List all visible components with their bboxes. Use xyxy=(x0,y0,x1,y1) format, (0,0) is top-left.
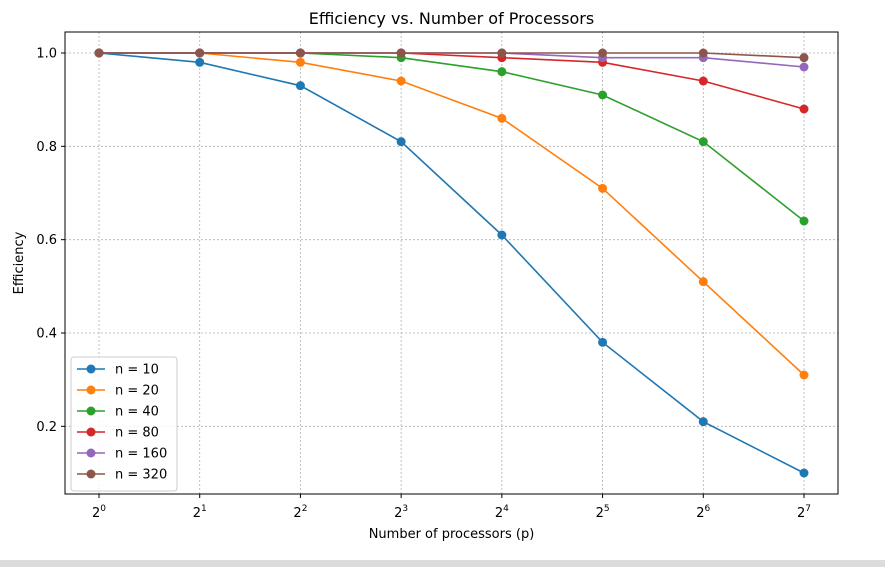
x-tick-base: 2 xyxy=(193,506,201,521)
y-tick-label: 0.2 xyxy=(36,420,57,435)
x-tick-exponent: 2 xyxy=(302,504,308,514)
series-line xyxy=(98,52,805,474)
y-tick-label: 0.8 xyxy=(36,140,57,155)
data-point xyxy=(698,417,708,427)
legend-label: n = 40 xyxy=(115,405,159,420)
data-point xyxy=(698,277,708,287)
x-tick-exponent: 0 xyxy=(100,504,106,514)
data-point xyxy=(598,48,608,58)
x-tick-exponent: 1 xyxy=(201,504,207,514)
x-tick-label: 21 xyxy=(193,504,207,521)
legend-swatch-marker xyxy=(86,364,96,374)
x-tick-base: 2 xyxy=(797,506,805,521)
data-point xyxy=(396,76,406,86)
x-tick-exponent: 6 xyxy=(705,504,711,514)
x-tick-exponent: 3 xyxy=(402,504,408,514)
legend-item: n = 10 xyxy=(77,363,159,378)
legend-label: n = 10 xyxy=(115,363,159,378)
series-line xyxy=(99,52,805,376)
series-6 xyxy=(94,48,809,63)
data-point xyxy=(195,48,205,58)
y-tick-label: 0.6 xyxy=(36,233,57,248)
data-point xyxy=(799,468,809,478)
data-point xyxy=(799,370,809,380)
legend-item: n = 40 xyxy=(77,405,159,420)
x-tick-label: 25 xyxy=(596,504,610,521)
legend-label: n = 320 xyxy=(115,468,167,483)
data-point xyxy=(698,137,708,147)
x-tick-label: 20 xyxy=(92,504,106,521)
x-tick-exponent: 7 xyxy=(805,504,811,514)
data-point xyxy=(295,48,305,58)
legend-swatch-marker xyxy=(86,406,96,416)
x-tick-label: 26 xyxy=(696,504,710,521)
data-point xyxy=(295,81,305,91)
x-tick-label: 22 xyxy=(293,504,307,521)
x-tick-exponent: 5 xyxy=(604,504,610,514)
y-tick-label: 1.0 xyxy=(36,47,57,62)
data-point xyxy=(799,53,809,63)
data-point xyxy=(396,137,406,147)
y-axis-label: Efficiency xyxy=(12,231,27,294)
legend-item: n = 160 xyxy=(77,447,167,462)
x-tick-label: 23 xyxy=(394,504,408,521)
data-point xyxy=(799,62,809,72)
x-tick-base: 2 xyxy=(495,506,503,521)
data-point xyxy=(497,48,507,58)
data-point xyxy=(94,48,104,58)
legend-swatch-marker xyxy=(86,427,96,437)
legend: n = 10 n = 20 n = 40 n = 80 n = 160 n = 320 xyxy=(70,356,178,492)
legend-swatch-marker xyxy=(86,469,96,479)
legend-label: n = 80 xyxy=(115,426,159,441)
chart-title: Efficiency vs. Number of Processors xyxy=(309,9,594,28)
series-group xyxy=(94,48,809,478)
legend-item: n = 320 xyxy=(77,468,167,483)
x-tick-base: 2 xyxy=(596,506,604,521)
legend-label: n = 160 xyxy=(115,447,167,462)
data-point xyxy=(799,216,809,226)
legend-item: n = 20 xyxy=(77,384,159,399)
data-point xyxy=(396,48,406,58)
legend-item: n = 80 xyxy=(77,426,159,441)
data-point xyxy=(698,76,708,86)
y-axis-ticks: 0.2 0.4 0.6 0.8 1.0 xyxy=(36,47,65,435)
x-axis-ticks: 20 21 22 23 24 25 26 27 xyxy=(92,494,811,521)
y-tick-label: 0.4 xyxy=(36,327,57,342)
plot-frame xyxy=(64,31,839,495)
bottom-scrollbar[interactable] xyxy=(0,560,885,567)
data-point xyxy=(698,48,708,58)
x-tick-label: 27 xyxy=(797,504,811,521)
legend-swatch-marker xyxy=(86,385,96,395)
x-tick-base: 2 xyxy=(394,506,402,521)
x-tick-base: 2 xyxy=(92,506,100,521)
data-point xyxy=(295,57,305,67)
series-line xyxy=(99,52,805,59)
x-tick-label: 24 xyxy=(495,504,509,521)
data-point xyxy=(497,113,507,123)
data-point xyxy=(497,67,507,77)
x-tick-base: 2 xyxy=(696,506,704,521)
data-point xyxy=(497,230,507,240)
x-tick-base: 2 xyxy=(293,506,301,521)
data-point xyxy=(195,57,205,67)
legend-label: n = 20 xyxy=(115,384,159,399)
data-point xyxy=(598,337,608,347)
data-point xyxy=(799,104,809,114)
data-point xyxy=(598,90,608,100)
legend-swatch-marker xyxy=(86,448,96,458)
x-tick-exponent: 4 xyxy=(503,504,509,514)
data-point xyxy=(598,183,608,193)
x-axis-label: Number of processors (p) xyxy=(369,527,535,542)
